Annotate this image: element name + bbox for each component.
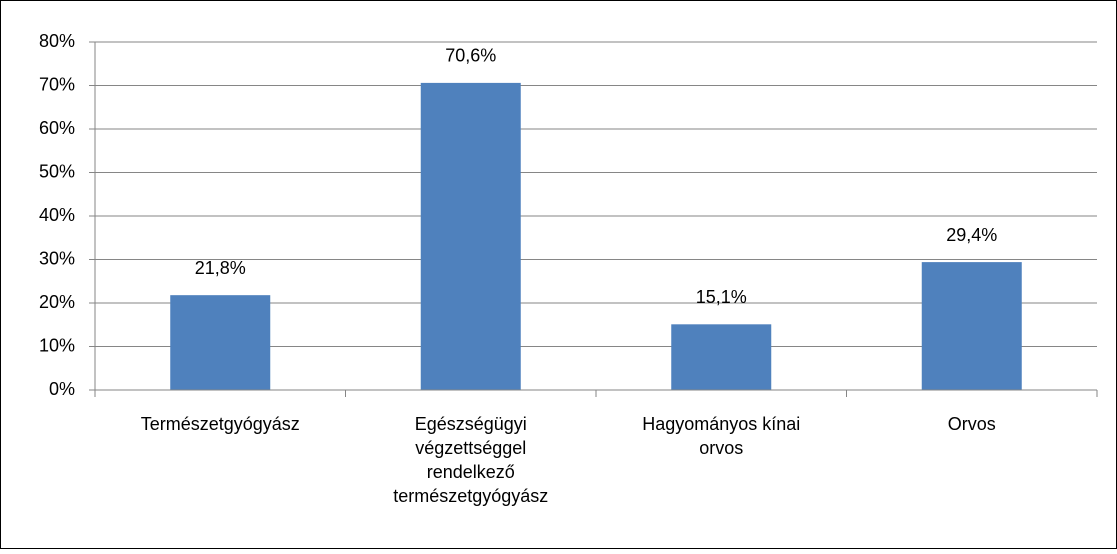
bar	[420, 82, 521, 390]
data-label: 70,6%	[445, 46, 496, 66]
x-tick-label: Természetgyógyász	[141, 414, 300, 434]
y-tick-label: 70%	[39, 74, 75, 94]
y-tick-label: 30%	[39, 248, 75, 268]
data-label: 15,1%	[696, 287, 747, 307]
data-label: 21,8%	[195, 258, 246, 278]
y-tick-label: 50%	[39, 161, 75, 181]
y-tick-label: 40%	[39, 205, 75, 225]
bar	[671, 324, 772, 390]
y-tick-label: 10%	[39, 335, 75, 355]
x-tick-label: Hagyományos kínai orvos	[642, 414, 800, 458]
y-tick-label: 60%	[39, 118, 75, 138]
bar	[170, 295, 271, 390]
bar	[921, 262, 1022, 390]
x-tick-label: Orvos	[948, 414, 996, 434]
y-tick-label: 80%	[39, 31, 75, 51]
x-tick-label: Egészségügyi végzettséggel rendelkező termé…	[393, 414, 548, 506]
y-tick-label: 20%	[39, 292, 75, 312]
data-label: 29,4%	[946, 225, 997, 245]
y-tick-label: 0%	[49, 379, 75, 399]
